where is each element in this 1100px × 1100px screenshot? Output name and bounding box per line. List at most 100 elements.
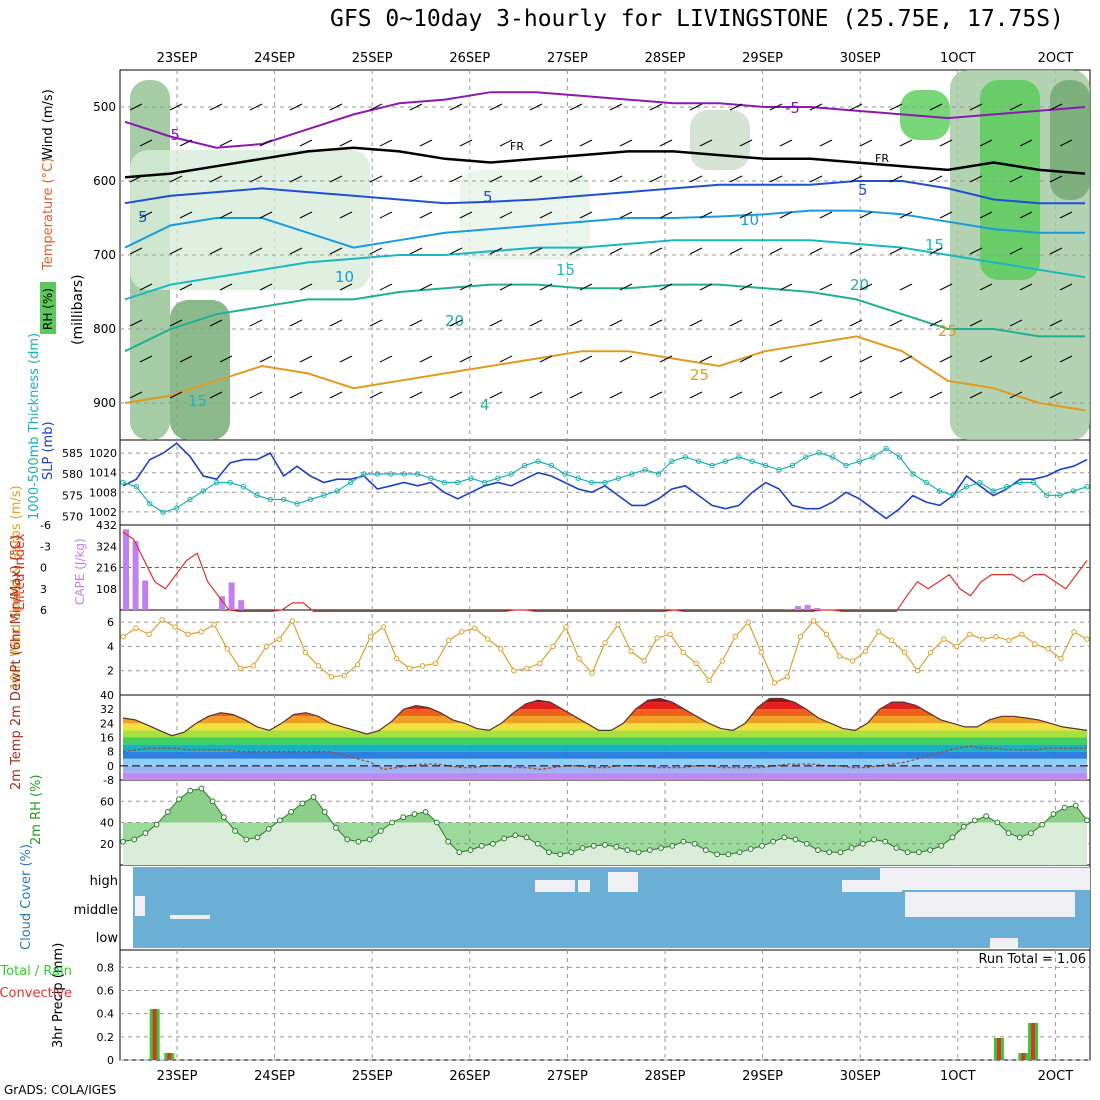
axis-label-slp: SLP (mb) (41, 421, 56, 480)
rh-point (198, 785, 205, 792)
wind-speed-point (185, 631, 191, 637)
wind-barb (219, 283, 233, 291)
wind-barb (329, 247, 343, 255)
wind-barb (379, 211, 393, 219)
wind-barb (489, 247, 503, 255)
cloud-row-middle: middle (74, 903, 118, 918)
rh-area (123, 788, 1087, 865)
wind-barb (889, 103, 903, 111)
wind-barb (769, 175, 783, 183)
rh-point (792, 836, 799, 843)
rh-point (344, 836, 351, 843)
wind-barb (929, 247, 943, 255)
wind-barb (889, 391, 903, 399)
cloud-clear-0 (535, 880, 575, 892)
wind-speed-point (380, 624, 387, 630)
axis-label-wind: Wind (m/s) (41, 89, 56, 160)
wind-barb (369, 319, 383, 327)
wind-barb (809, 247, 823, 255)
wind-barb (1009, 391, 1023, 399)
wind-barb (609, 103, 623, 111)
wind-barb (409, 103, 423, 111)
x-tick-bottom-29SEP: 29SEP (742, 1069, 783, 1084)
wind-speed-point (237, 665, 243, 671)
wind-speed-point (693, 660, 699, 667)
thickness-point (361, 471, 367, 477)
isotherm-label-4: 20 (445, 312, 464, 330)
wind-speed-point (459, 629, 465, 635)
wind-barb (779, 139, 793, 147)
rh-point (826, 849, 833, 856)
rh-point (120, 838, 126, 845)
wind-barb (249, 319, 263, 327)
wind-barb (369, 175, 383, 183)
rh-point (1028, 830, 1034, 837)
temp-band (123, 709, 1087, 717)
wind-barb (419, 283, 433, 291)
y-tick-li-0: 0 (40, 562, 47, 575)
wind-barb (499, 139, 513, 147)
thickness-point (937, 488, 943, 494)
wind-barb (859, 139, 873, 147)
wind-barb (459, 283, 473, 291)
wind-speed-point (849, 658, 856, 664)
wind-barb (489, 319, 503, 327)
rh-point (658, 845, 664, 851)
thickness-point (669, 458, 675, 464)
thickness-point (414, 471, 421, 477)
temp-band (123, 772, 1087, 780)
wind-barb (499, 355, 513, 363)
y-tick-cape-324: 324 (96, 540, 117, 553)
rh-point (938, 842, 945, 849)
wind-barb (329, 103, 343, 111)
wind-speed-point (628, 648, 634, 654)
wind-barb (569, 247, 583, 255)
wind-barb (259, 211, 273, 219)
isotherm-label-1: 5 (483, 188, 493, 206)
freezing-label-2: FR (875, 152, 889, 165)
wind-speed-point (993, 634, 999, 640)
x-tick-bottom-28SEP: 28SEP (645, 1069, 686, 1084)
thickness-point (682, 454, 689, 460)
thickness-point (1044, 492, 1050, 498)
y-tick-temp-8: 8 (107, 746, 114, 759)
wind-speed-point (888, 637, 895, 644)
rh-point (534, 840, 541, 847)
wind-speed-point (823, 631, 830, 637)
rh-point (691, 840, 698, 847)
wind-speed-point (901, 649, 908, 656)
rh-point (1084, 817, 1090, 824)
rh-point (680, 838, 687, 845)
wind-barb (1009, 175, 1023, 183)
isotherm-label-3: 15 (556, 261, 575, 279)
rh-legend-swatch (40, 282, 56, 334)
wind-barb (339, 355, 353, 363)
wind-barb (529, 391, 543, 399)
wind-barb (419, 355, 433, 363)
wind-barb (169, 319, 183, 327)
rh-point (1072, 802, 1079, 809)
isotherm-25 (124, 335, 1086, 412)
wind-barb (619, 139, 633, 147)
wind-barb (299, 355, 313, 363)
isotherm-label-13: 4 (480, 396, 490, 414)
wind-barb (969, 319, 983, 327)
rh-point (770, 838, 777, 845)
temp-band (123, 744, 1087, 752)
wind-speed-point (1071, 629, 1077, 635)
rh-shade-3 (460, 170, 590, 260)
rh-point (254, 834, 261, 841)
thickness-point (575, 475, 581, 481)
wind-speed-point (445, 637, 452, 644)
wind-barb (739, 283, 753, 291)
wind-speed-point (276, 636, 283, 642)
wind-barb (769, 319, 783, 327)
x-tick-top-28SEP: 28SEP (645, 51, 686, 66)
wind-barb (139, 211, 153, 219)
rh-point (702, 847, 709, 854)
y-tick-li--3: -3 (40, 540, 51, 553)
thickness-point (615, 475, 622, 481)
x-tick-top-29SEP: 29SEP (742, 51, 783, 66)
rh-point (512, 832, 519, 839)
wind-barb (1019, 139, 1033, 147)
